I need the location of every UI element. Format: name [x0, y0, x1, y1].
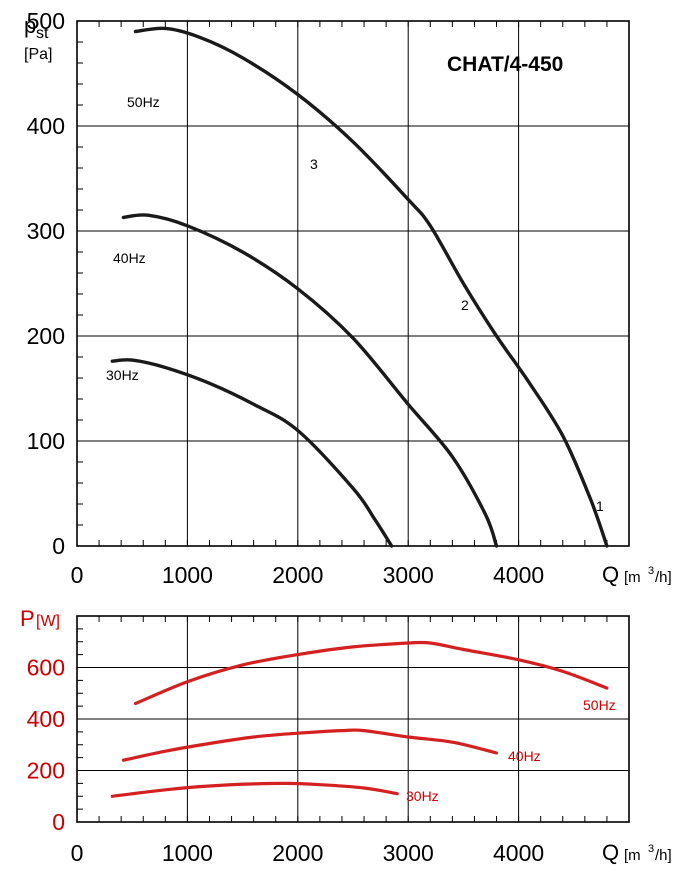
- pressure-x-unit-sup: 3: [648, 565, 654, 577]
- operating-point-3: 3: [310, 156, 318, 172]
- series-line-30hz: [110, 781, 399, 798]
- x-tick-label: 3000: [383, 840, 434, 866]
- pressure-y-tick-labels: 0 100 200 300 400 500: [27, 8, 65, 559]
- pressure-label-40hz: 40Hz: [113, 250, 146, 266]
- y-tick-label: 400: [27, 706, 65, 732]
- power-x-label: Q: [602, 840, 619, 865]
- power-y-tick-labels: 0 200 400 600: [27, 655, 65, 836]
- y-tick-label: 600: [27, 655, 65, 681]
- power-curves: [110, 640, 609, 798]
- y-tick-label: 100: [27, 428, 65, 454]
- series-line-50hz: [133, 26, 609, 548]
- series-line-40hz: [121, 213, 499, 548]
- power-x-unit-sup: 3: [648, 843, 654, 855]
- x-tick-label: 1000: [162, 840, 213, 866]
- power-label-40hz: 40Hz: [508, 748, 541, 764]
- pressure-x-unit-prefix: [m: [624, 569, 641, 586]
- y-tick-label: 400: [27, 113, 65, 139]
- y-tick-label: 200: [27, 758, 65, 784]
- series-line-40hz: [121, 728, 499, 762]
- power-x-unit-suffix: /h]: [655, 847, 672, 864]
- pressure-minor-ticks: [76, 20, 630, 547]
- x-tick-label: 0: [71, 562, 84, 588]
- series-line-50hz: [133, 640, 609, 706]
- power-y-unit: [W]: [36, 613, 60, 630]
- pressure-grid: [77, 20, 629, 546]
- y-tick-label: 0: [52, 809, 65, 835]
- y-tick-label: 0: [52, 533, 65, 559]
- pressure-x-label: Q: [602, 562, 619, 587]
- series-line-30hz: [110, 358, 394, 548]
- pressure-x-tick-labels: 0 1000 2000 3000 4000: [71, 562, 545, 588]
- pressure-x-unit-suffix: /h]: [655, 569, 672, 586]
- pressure-curves: [110, 26, 609, 548]
- pressure-y-symbol: p: [24, 13, 36, 38]
- x-tick-label: 4000: [493, 562, 544, 588]
- x-tick-label: 2000: [272, 840, 323, 866]
- x-tick-label: 3000: [383, 562, 434, 588]
- power-label-50hz: 50Hz: [583, 697, 616, 713]
- x-tick-label: 0: [71, 840, 84, 866]
- pressure-plot-frame: [76, 20, 630, 547]
- power-x-tick-labels: 0 1000 2000 3000 4000: [71, 840, 545, 866]
- x-tick-label: 2000: [272, 562, 323, 588]
- x-tick-label: 1000: [162, 562, 213, 588]
- y-tick-label: 300: [27, 218, 65, 244]
- power-plot-frame: [76, 615, 630, 823]
- power-label-30hz: 30Hz: [406, 788, 439, 804]
- y-tick-label: 500: [27, 8, 65, 34]
- x-tick-label: 4000: [493, 840, 544, 866]
- pressure-y-unit: [Pa]: [24, 46, 52, 63]
- operating-point-1: 1: [596, 498, 604, 514]
- power-grid: [77, 616, 629, 822]
- y-tick-label: 200: [27, 323, 65, 349]
- pressure-y-subscript: st: [36, 25, 49, 42]
- power-x-unit-prefix: [m: [624, 847, 641, 864]
- operating-point-2: 2: [461, 297, 469, 313]
- pressure-label-50hz: 50Hz: [127, 94, 160, 110]
- pressure-label-30hz: 30Hz: [106, 367, 139, 383]
- chart-title: CHAT/4-450: [447, 53, 563, 76]
- power-y-symbol: P: [20, 606, 35, 631]
